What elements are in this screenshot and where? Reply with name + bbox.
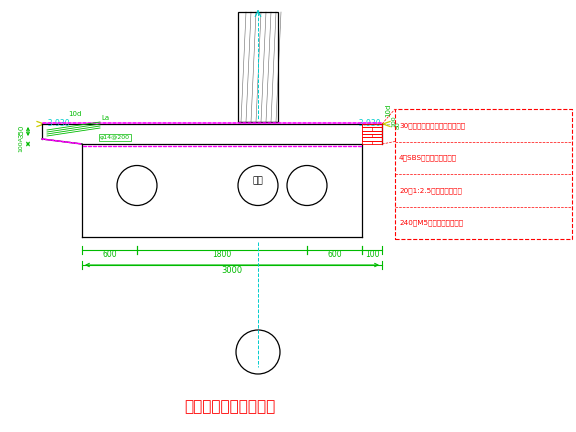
- Bar: [238, 12, 278, 122]
- Bar: [395, 109, 572, 239]
- Text: 350: 350: [18, 125, 24, 138]
- Text: φ14@200: φ14@200: [100, 135, 130, 140]
- Text: La: La: [101, 115, 109, 121]
- Text: 30厘橡塑聚苯乙烯泡沫板保护层: 30厘橡塑聚苯乙烯泡沫板保护层: [399, 122, 465, 129]
- Text: 240厘M5水泥砂浆础砖胎膜: 240厘M5水泥砂浆础砖胎膜: [399, 219, 463, 226]
- Bar: [362, 127, 382, 130]
- Bar: [362, 124, 382, 127]
- Text: 10d: 10d: [69, 111, 82, 117]
- Text: 600: 600: [327, 250, 342, 259]
- Bar: [362, 137, 382, 141]
- Text: 4厘SBS改性氥青防水卷材: 4厘SBS改性氥青防水卷材: [399, 155, 457, 161]
- Text: 10d: 10d: [385, 104, 391, 117]
- Bar: [362, 130, 382, 134]
- Text: 1800: 1800: [213, 250, 232, 259]
- Text: 桦帽: 桦帽: [253, 176, 263, 185]
- Text: 100A: 100A: [18, 136, 24, 152]
- Text: 100: 100: [365, 250, 379, 259]
- Bar: [362, 141, 382, 144]
- Text: 20厘1:2.5水泥砂浆找平层: 20厘1:2.5水泥砂浆找平层: [399, 187, 462, 194]
- Text: 100: 100: [391, 115, 396, 127]
- Bar: [362, 134, 382, 137]
- Text: -3.930: -3.930: [46, 120, 71, 128]
- Text: 80: 80: [396, 121, 401, 129]
- Text: 底板四周承台外侧胎模: 底板四周承台外侧胎模: [184, 399, 276, 414]
- Text: -3.930: -3.930: [357, 120, 381, 128]
- Text: 3000: 3000: [221, 266, 242, 275]
- Text: 600: 600: [102, 250, 117, 259]
